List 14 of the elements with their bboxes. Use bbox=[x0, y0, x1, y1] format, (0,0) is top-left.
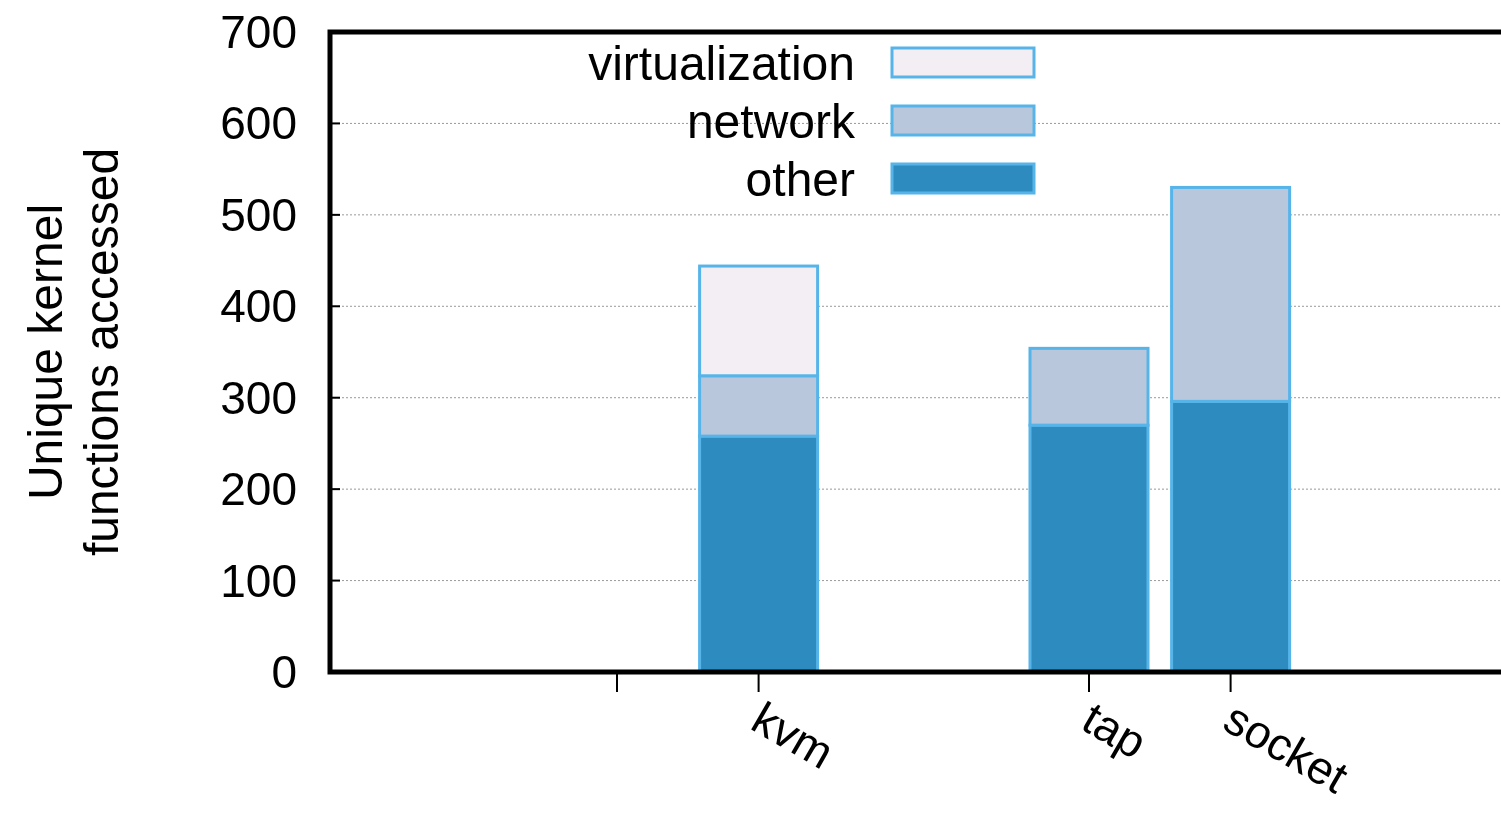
legend-label: other bbox=[745, 153, 856, 206]
x-tick-label: kvm bbox=[743, 691, 843, 779]
x-tick-label: tap bbox=[1074, 691, 1156, 769]
legend-label: network bbox=[686, 95, 856, 148]
y-axis-title: Unique kernel functions accessed bbox=[19, 147, 128, 557]
y-tick-label: 400 bbox=[220, 280, 297, 333]
y-tick-label: 200 bbox=[220, 463, 297, 516]
y-tick-label: 600 bbox=[220, 97, 297, 150]
y-tick-label: 100 bbox=[220, 554, 297, 607]
y-tick-label: 0 bbox=[271, 646, 297, 698]
y-tick-label: 500 bbox=[220, 188, 297, 241]
legend-label: virtualization bbox=[588, 37, 855, 90]
y-tick-label: 700 bbox=[220, 6, 297, 58]
y-tick-label: 300 bbox=[220, 371, 297, 424]
